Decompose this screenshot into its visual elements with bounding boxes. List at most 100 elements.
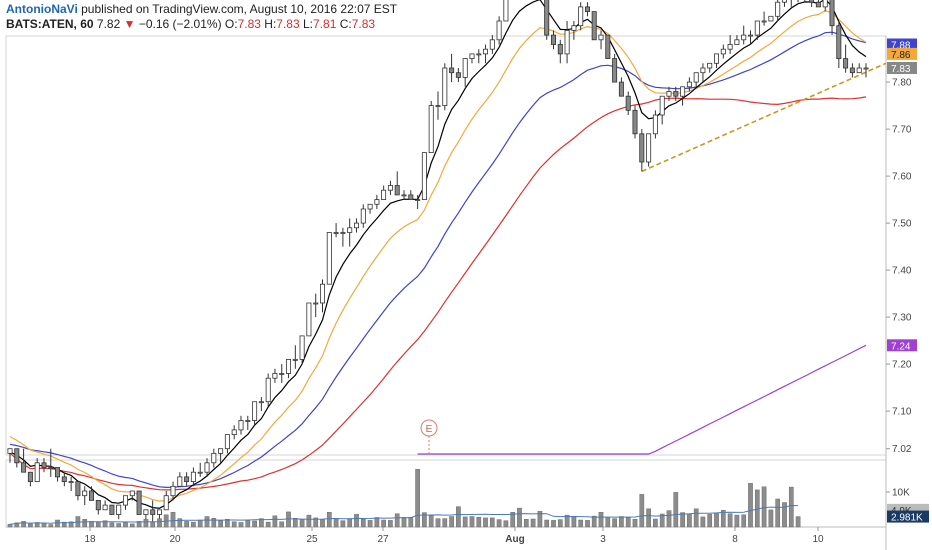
volume-bar xyxy=(537,511,543,528)
volume-bar xyxy=(292,518,298,528)
volume-bar xyxy=(693,508,699,528)
volume-bar xyxy=(720,509,726,528)
volume-bar xyxy=(775,498,781,528)
candle-body xyxy=(279,373,285,375)
candle-body xyxy=(374,199,380,205)
close-value: 7.83 xyxy=(351,17,376,31)
price-tag xyxy=(887,38,917,51)
volume-bar xyxy=(313,517,319,528)
volume-bar xyxy=(28,523,33,528)
volume-bar xyxy=(408,516,414,528)
candle-body xyxy=(741,34,747,41)
volume-bar xyxy=(544,519,550,528)
volume-bar xyxy=(714,513,719,528)
volume-bar xyxy=(109,522,115,528)
candle-body xyxy=(700,67,706,74)
candle-body xyxy=(299,335,305,360)
down-arrow-icon: ▼ xyxy=(123,17,136,31)
open-label: O: xyxy=(224,17,238,31)
time-tick-label: 18 xyxy=(84,534,96,545)
candle-body xyxy=(14,448,20,464)
time-tick-label: 10 xyxy=(812,534,824,545)
candle-body xyxy=(761,20,767,23)
volume-tick-label: 10K xyxy=(892,488,910,499)
candle-body xyxy=(387,185,393,191)
last-price: 7.82 xyxy=(96,17,121,31)
candle-body xyxy=(754,20,760,36)
candle-body xyxy=(34,462,40,482)
candle-body xyxy=(204,462,210,473)
volume-bar xyxy=(489,517,495,528)
volume-bar xyxy=(422,512,427,528)
volume-bar xyxy=(734,514,740,528)
volume-bar xyxy=(265,521,271,528)
volume-bar xyxy=(680,512,685,528)
candle-body xyxy=(585,6,591,12)
volume-bar xyxy=(449,516,454,528)
candle-body xyxy=(381,189,387,200)
candle-body xyxy=(503,0,509,22)
volume-bar xyxy=(768,509,774,528)
candle-body xyxy=(707,62,713,69)
candle-body xyxy=(218,448,224,454)
volume-bar xyxy=(564,514,570,528)
volume-bar xyxy=(428,515,434,528)
price-tick-label: 7.02 xyxy=(892,444,912,455)
volume-bar xyxy=(238,522,244,528)
candle-body xyxy=(394,185,400,196)
volume-bar xyxy=(619,516,624,528)
volume-bar xyxy=(218,520,223,528)
candle-body xyxy=(557,44,563,55)
candle-body xyxy=(564,29,570,55)
candle-body xyxy=(571,25,577,31)
volume-bar xyxy=(510,512,516,528)
candle-body xyxy=(659,95,665,116)
publish-info: published on TradingView.com, August 10,… xyxy=(81,2,398,16)
volume-bar xyxy=(259,518,264,528)
author-link[interactable]: AntonioNaVi xyxy=(6,2,78,16)
mid-ema-line xyxy=(9,10,867,502)
candle-body xyxy=(591,11,597,41)
candle-body xyxy=(482,48,488,55)
volume-bar xyxy=(707,514,713,528)
candle-body xyxy=(449,67,455,74)
volume-bar xyxy=(143,519,149,528)
candle-body xyxy=(748,34,754,37)
price-tag-label: 7.83 xyxy=(891,64,911,75)
candle-body xyxy=(829,0,835,27)
candle-body xyxy=(421,152,427,201)
candle-body xyxy=(408,194,414,200)
candle-body xyxy=(340,232,346,234)
candle-body xyxy=(843,58,849,69)
long-ma-line xyxy=(9,96,867,491)
candle-body xyxy=(666,91,672,97)
ohlc-line: BATS:ATEN, 60 7.82 ▼ −0.16 (−2.01%) O:7.… xyxy=(6,17,397,32)
volume-bar xyxy=(782,502,787,528)
time-tick-label: 27 xyxy=(377,534,389,545)
volume-bar xyxy=(177,518,183,528)
volume-tag xyxy=(887,510,929,523)
volume-bar xyxy=(347,518,353,528)
volume-ma-line xyxy=(9,504,799,525)
volume-bar xyxy=(231,521,237,528)
time-tick-label: Aug xyxy=(505,534,524,545)
symbol-label[interactable]: BATS:ATEN, 60 xyxy=(6,17,94,31)
candle-body xyxy=(224,434,230,450)
candle-body xyxy=(245,420,251,422)
candle-body xyxy=(809,0,815,3)
volume-bar xyxy=(123,522,128,528)
volume-bar xyxy=(191,521,196,528)
volume-bar xyxy=(102,520,108,528)
volume-tag xyxy=(887,503,929,516)
volume-bar xyxy=(571,516,577,528)
candle-body xyxy=(734,39,740,45)
volume-bar xyxy=(14,522,20,528)
volume-bar xyxy=(21,521,26,528)
volume-bar xyxy=(299,519,305,528)
volume-bar xyxy=(585,520,590,528)
candle-body xyxy=(7,448,13,454)
price-tag-label: 7.24 xyxy=(891,341,911,352)
volume-bar xyxy=(653,518,658,528)
candle-body xyxy=(673,91,679,97)
